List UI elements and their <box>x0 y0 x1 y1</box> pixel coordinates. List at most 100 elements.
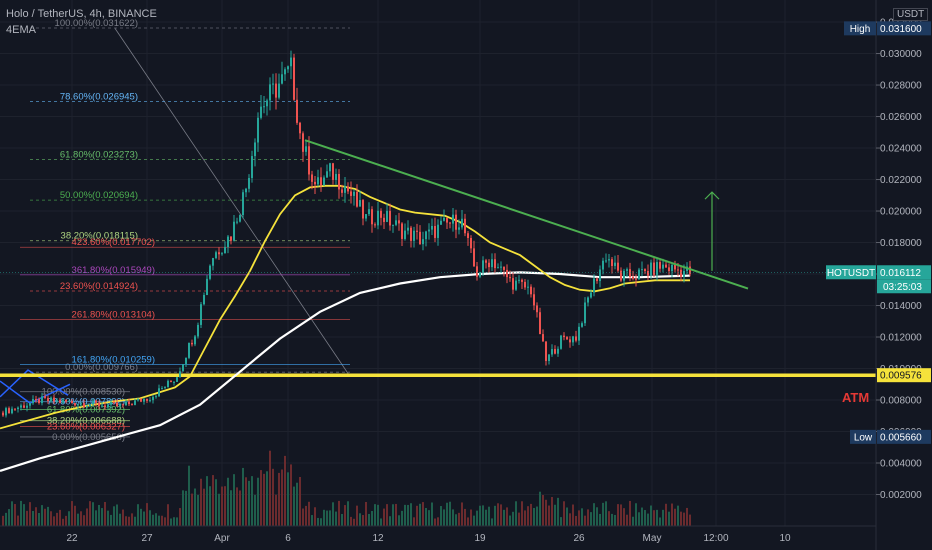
candle-body <box>443 217 445 221</box>
candle-body <box>557 348 559 354</box>
volume-bar <box>122 509 124 526</box>
candle-body <box>494 259 496 269</box>
fib-lower-label: 38.20%(0.006688) <box>47 416 125 427</box>
y-tick-label: 0.002000 <box>880 490 922 501</box>
currency-label[interactable]: USDT <box>893 8 929 21</box>
volume-bar <box>332 502 334 526</box>
volume-bar <box>581 508 583 526</box>
time-axis[interactable]: 22 27 Apr 6 12 19 26 May 12:00 10 <box>66 533 791 544</box>
candle-body <box>350 191 352 196</box>
candle-body <box>5 408 7 416</box>
volume-bar <box>302 508 304 526</box>
y-tick-label: 0.028000 <box>880 81 922 92</box>
volume-bar <box>401 510 403 526</box>
volume-bar <box>92 502 94 526</box>
volume-bar <box>191 493 193 526</box>
volume-bar <box>506 507 508 526</box>
candle-body <box>155 396 157 398</box>
volume-bar <box>8 509 10 526</box>
volume-bar <box>116 504 118 526</box>
candle-body <box>509 277 511 279</box>
candle-body <box>503 266 505 270</box>
volume-bar <box>680 511 682 526</box>
candle-body <box>116 402 118 407</box>
candle-body <box>689 266 691 274</box>
volume-bar <box>377 504 379 526</box>
volume-bar <box>29 502 31 526</box>
candle-body <box>170 380 172 382</box>
volume-bar <box>593 503 595 526</box>
candle-body <box>146 398 148 401</box>
candle-body <box>464 218 466 234</box>
candle-body <box>44 396 46 398</box>
volume-bar <box>533 507 535 526</box>
candle-body <box>77 404 79 406</box>
candle-body <box>92 400 94 405</box>
volume-bar <box>59 509 61 526</box>
volume-bar <box>335 511 337 526</box>
volume-bar <box>653 510 655 526</box>
candle-body <box>371 209 373 225</box>
candle-body <box>539 312 541 335</box>
x-tick-label: 22 <box>66 533 78 544</box>
indicator-label[interactable]: 4EMA <box>6 24 36 36</box>
volume-bar <box>359 513 361 526</box>
x-tick-label: Apr <box>214 533 230 544</box>
y-tick-label: 0.018000 <box>880 238 922 249</box>
volume-bar <box>98 504 100 526</box>
volume-bar <box>443 509 445 526</box>
candle-body <box>485 260 487 263</box>
candle-body <box>410 227 412 241</box>
candle-body <box>308 146 310 175</box>
atm-annotation: ATM <box>842 390 870 405</box>
volume-bar <box>416 505 418 526</box>
volume-bar <box>554 504 556 526</box>
candle-body <box>425 231 427 240</box>
volume-bar <box>413 517 415 526</box>
candle-body <box>419 231 421 245</box>
x-tick-label: May <box>643 533 662 544</box>
candle-body <box>440 220 442 225</box>
volume-bar <box>470 509 472 526</box>
candle-body <box>347 186 349 192</box>
candle-body <box>629 269 631 277</box>
candle-body <box>227 236 229 248</box>
candle-body <box>221 253 223 255</box>
candle-body <box>467 233 469 239</box>
volume-bar <box>230 490 232 526</box>
volume-bar <box>128 516 130 526</box>
volume-bar <box>290 464 292 526</box>
volume-bar <box>617 504 619 526</box>
candle-body <box>542 334 544 342</box>
volume-bar <box>509 515 511 526</box>
candle-body <box>251 156 253 179</box>
candle-body <box>152 396 154 401</box>
volume-bar <box>173 517 175 526</box>
volume-bar <box>689 514 691 526</box>
volume-bar <box>686 507 688 526</box>
candle-body <box>473 248 475 267</box>
candle-body <box>317 177 319 185</box>
volume-bar <box>41 505 43 526</box>
volume-bar <box>152 514 154 526</box>
candle-body <box>482 260 484 273</box>
volume-bar <box>293 486 295 526</box>
candle-body <box>26 405 28 408</box>
volume-bar <box>188 465 190 526</box>
volume-bar <box>287 472 289 526</box>
ema-long-line <box>0 271 691 472</box>
candle-body <box>431 226 433 230</box>
candle-body <box>563 335 565 338</box>
volume-bar <box>563 501 565 526</box>
volume-bar <box>17 515 19 526</box>
volume-bar <box>530 503 532 526</box>
volume-bar <box>638 512 640 526</box>
candle-body <box>407 227 409 231</box>
volume-bar <box>221 486 223 526</box>
volume-bar <box>461 502 463 526</box>
volume-bar <box>341 513 343 526</box>
candle-body <box>677 269 679 271</box>
candle-body <box>32 399 34 404</box>
candle-body <box>203 294 205 305</box>
